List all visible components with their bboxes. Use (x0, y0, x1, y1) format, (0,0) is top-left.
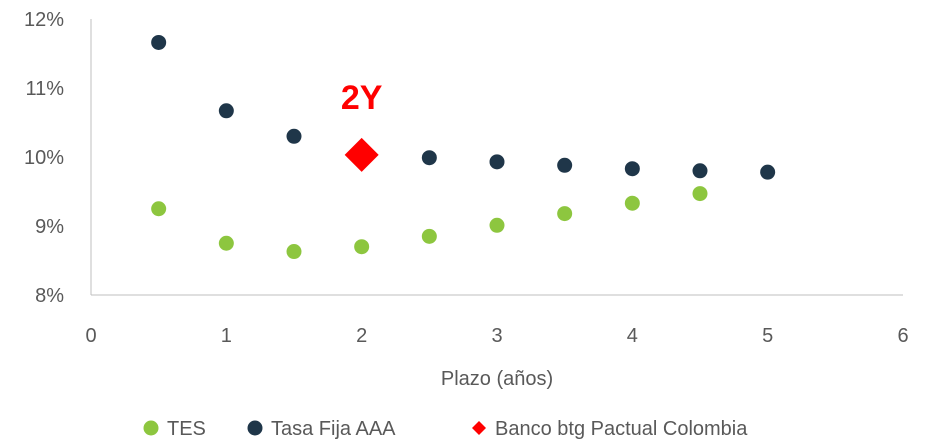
point-tes (421, 228, 437, 244)
point-banco-btg-pactual-colombia (344, 137, 379, 172)
point-tes (557, 206, 573, 222)
point-tasa-fija-aaa (489, 154, 505, 170)
x-axis-title: Plazo (años) (441, 368, 553, 390)
point-tes (286, 244, 302, 260)
point-tasa-fija-aaa (557, 157, 573, 173)
y-axis-ticks: 8% 9% 10% 11% 12% (24, 9, 64, 307)
legend-marker (143, 420, 159, 436)
x-tick-label: 0 (85, 325, 96, 347)
legend-marker (472, 421, 486, 435)
y-tick-label: 11% (25, 78, 64, 100)
point-tes (151, 201, 167, 217)
point-tes (489, 217, 505, 233)
legend-marker (247, 420, 263, 436)
point-tes (354, 239, 370, 255)
annotation-label: 2Y (341, 79, 383, 117)
y-tick-label: 9% (35, 216, 64, 238)
y-tick-label: 12% (24, 9, 64, 31)
x-tick-label: 3 (491, 325, 502, 347)
point-tasa-fija-aaa (692, 163, 708, 179)
point-tasa-fija-aaa (421, 150, 437, 166)
point-tasa-fija-aaa (218, 103, 234, 119)
x-tick-label: 4 (627, 325, 638, 347)
y-tick-label: 10% (24, 147, 64, 169)
axes (90, 19, 903, 296)
point-tes (624, 195, 640, 211)
point-tasa-fija-aaa (151, 34, 167, 50)
point-tasa-fija-aaa (286, 128, 302, 144)
point-tasa-fija-aaa (760, 164, 776, 180)
legend-label: TES (167, 418, 206, 440)
point-tasa-fija-aaa (624, 161, 640, 177)
x-tick-label: 5 (762, 325, 773, 347)
data-points (151, 34, 776, 260)
x-axis-ticks: 0 1 2 3 4 5 6 (85, 325, 908, 347)
y-tick-label: 8% (35, 285, 64, 307)
x-tick-label: 6 (897, 325, 908, 347)
point-tes (218, 235, 234, 251)
x-tick-label: 1 (221, 325, 232, 347)
legend: TES Tasa Fija AAA Banco btg Pactual Colomb… (143, 418, 748, 440)
legend-label: Banco btg Pactual Colombia (495, 418, 748, 440)
x-tick-label: 2 (356, 325, 367, 347)
annotations: 2Y (341, 79, 383, 117)
point-tes (692, 186, 708, 202)
legend-label: Tasa Fija AAA (271, 418, 396, 440)
